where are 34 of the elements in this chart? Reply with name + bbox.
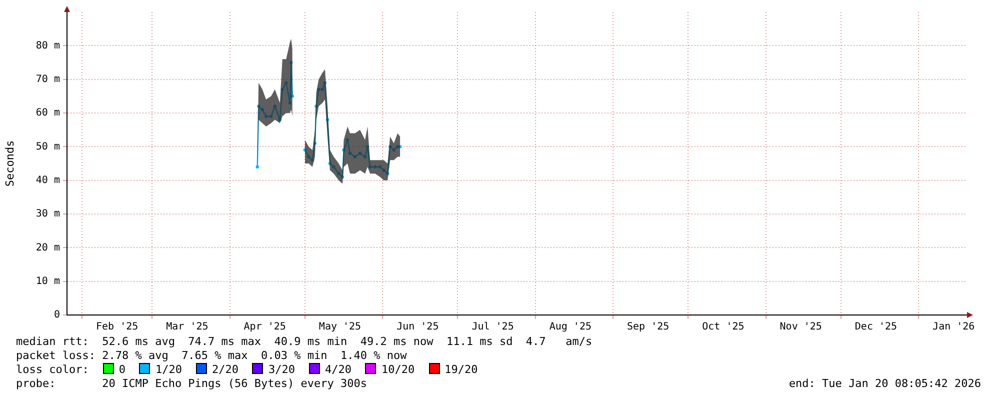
y-tick-label: 60 m: [36, 108, 60, 119]
x-tick-label: Nov '25: [780, 322, 822, 333]
y-tick-label: 70 m: [36, 74, 60, 85]
text: 1/20: [155, 363, 182, 376]
x-tick-label: Apr '25: [244, 322, 286, 333]
x-tick-label: Aug '25: [549, 322, 592, 333]
text: probe: 20 ICMP Echo Pings (56 Bytes) every 300s: [16, 377, 367, 391]
text: 19/20: [444, 363, 478, 376]
x-tick-label: Mar '25: [166, 322, 208, 333]
x-tick-label: Oct '25: [702, 322, 744, 333]
x-tick-label: Dec '25: [854, 322, 898, 333]
x-tick-label: Jan '26: [932, 322, 975, 333]
text: 3/20: [268, 363, 295, 376]
text: 10/20: [381, 363, 415, 376]
text: 4/20: [324, 363, 352, 376]
y-tick-label: 0: [54, 310, 60, 321]
y-tick-label: 20 m: [36, 242, 60, 254]
text: loss color:: [16, 363, 89, 376]
y-axis-title: Seconds: [3, 140, 16, 187]
text: end: Tue Jan 20 08:05:42 2026: [788, 377, 981, 391]
y-tick-label: 30 m: [36, 208, 60, 220]
x-tick-label: Feb '25: [96, 322, 138, 333]
x-tick-label: Jul '25: [472, 322, 514, 333]
text: 0: [118, 363, 126, 376]
y-tick-label: 50 m: [36, 141, 60, 152]
x-tick-label: May '25: [318, 322, 362, 333]
text: 2/20: [212, 363, 238, 376]
text: median rtt: 52.6 ms avg 74.7 ms max 40.9 ms min 49.2 ms now 11.1 ms sd 4.7 am/s: [16, 335, 592, 349]
text: packet loss: 2.78 % avg 7.65 % max 0.03 % min 1.40 % now: [16, 349, 407, 363]
y-tick-label: 80 m: [36, 40, 60, 52]
x-tick-label: Jun '25: [396, 322, 439, 333]
y-tick-label: 10 m: [36, 276, 60, 287]
x-tick-label: Sep '25: [626, 322, 670, 333]
y-tick-label: 40 m: [36, 174, 60, 186]
